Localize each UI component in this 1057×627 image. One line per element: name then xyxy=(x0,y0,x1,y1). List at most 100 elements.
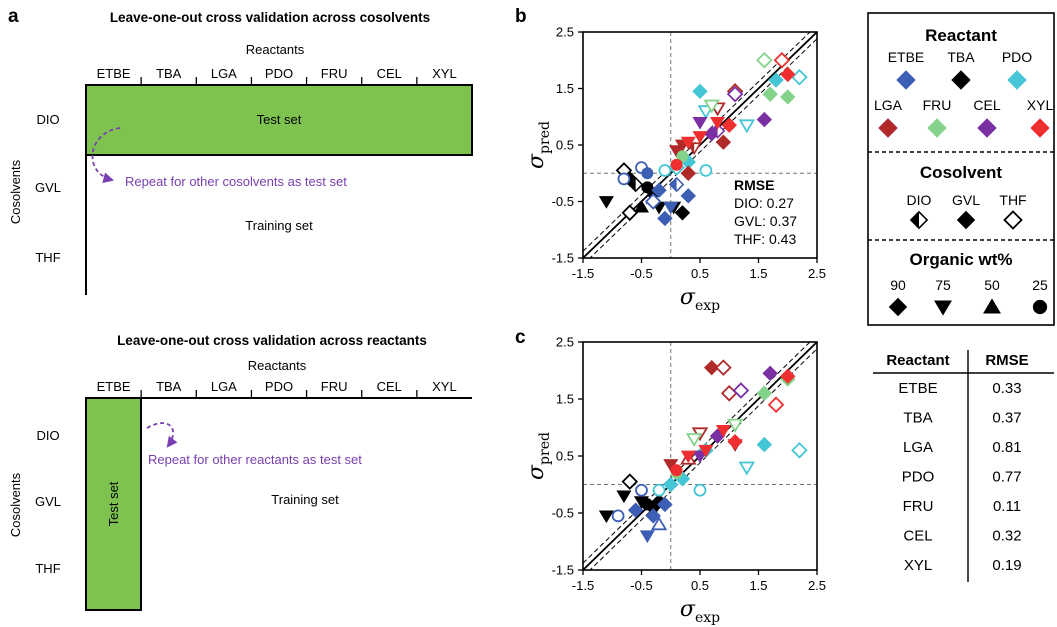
point-etbe-10 xyxy=(639,530,655,544)
reactant-headers-bottom: ETBE TBA LGA PDO FRU CEL XYL xyxy=(86,379,472,399)
point-pdo-24 xyxy=(692,83,708,100)
cosolvent-row-thf-bottom: THF xyxy=(35,561,60,576)
legend-cosolvent-entries: DIO GVL THF xyxy=(907,192,1027,230)
point-etbe-18-half xyxy=(676,179,683,191)
x-tick-label: 2.5 xyxy=(808,266,826,281)
y-axis-label: σpred xyxy=(524,121,553,169)
point-pdo-21 xyxy=(791,442,808,459)
point-xyl-38 xyxy=(670,464,683,477)
point-tba-10 xyxy=(674,205,691,221)
point-etbe-15 xyxy=(657,210,673,227)
training-set-label-bottom: Training set xyxy=(271,492,339,507)
header-bottom-fru: FRU xyxy=(321,379,348,394)
rmse-dio: DIO: 0.27 xyxy=(734,195,794,211)
legend-cosolvent-dio-half xyxy=(919,213,926,227)
point-cel-34 xyxy=(692,450,708,464)
cosolvent-row-gvl: GVL xyxy=(35,180,61,195)
header-bottom-tba: TBA xyxy=(156,379,182,394)
legend-frame xyxy=(867,12,1055,326)
data-points xyxy=(598,359,808,544)
table-cell-reactant: XYL xyxy=(904,557,932,574)
point-xyl-43 xyxy=(767,396,785,413)
cosolvents-axis-label: Cosolvents xyxy=(8,159,23,224)
point-fru-36 xyxy=(676,150,689,163)
legend-label-fru: FRU xyxy=(923,97,952,113)
test-set-label: Test set xyxy=(257,112,302,127)
scatter-plot-b: -1.5 -0.5 0.5 1.5 2.5 2.5 1.5 0.5 -0.5 -1.5 σexp σp… xyxy=(524,25,826,315)
point-tba-6 xyxy=(633,199,650,213)
point-xyl-47 xyxy=(680,136,696,150)
table-cell-rmse: 0.37 xyxy=(992,410,1021,427)
header-bottom-pdo: PDO xyxy=(265,379,293,394)
point-lga-26 xyxy=(715,359,732,376)
legend-swatch-fru xyxy=(927,118,947,138)
point-xyl-48 xyxy=(692,131,708,144)
point-etbe-7 xyxy=(611,509,625,523)
y-tick-label: 0.5 xyxy=(556,138,574,153)
point-tba-3-half xyxy=(635,179,642,191)
legend-label-cel: CEL xyxy=(973,97,1000,113)
legend-label-lga: LGA xyxy=(874,97,903,113)
training-set-label: Training set xyxy=(245,218,313,233)
header-lga: LGA xyxy=(211,66,237,81)
cosolvent-row-thf: THF xyxy=(35,250,60,265)
legend-cosolvent-thf xyxy=(1003,210,1023,230)
point-fru-40 xyxy=(780,89,796,105)
point-etbe-8 xyxy=(635,483,648,497)
point-xyl-46 xyxy=(670,158,683,171)
point-xyl-39 xyxy=(680,450,696,464)
header-etbe: ETBE xyxy=(97,66,131,81)
legend-organic-50: 50 xyxy=(984,277,1000,293)
point-etbe-11 xyxy=(617,172,631,186)
header-cel: CEL xyxy=(377,66,402,81)
point-cel-43-half xyxy=(717,125,724,137)
legend-organic-entries: 90 75 50 25 xyxy=(888,277,1048,317)
point-pdo-14 xyxy=(652,483,666,497)
point-fru-38 xyxy=(756,51,773,69)
legend-label-thf: THF xyxy=(999,192,1026,208)
header-bottom-etbe: ETBE xyxy=(97,379,131,394)
point-cel-45 xyxy=(756,111,773,128)
point-pdo-17 xyxy=(693,483,707,497)
cosolvent-row-dio-bottom: DIO xyxy=(36,428,59,443)
point-tba-6 xyxy=(633,496,650,509)
x-axis-label: σexp xyxy=(680,597,720,626)
y-tick-label: 0.5 xyxy=(556,449,574,464)
repeat-text-bottom: Repeat for other reactants as test set xyxy=(148,452,362,467)
table-cell-rmse: 0.33 xyxy=(992,380,1021,397)
x-axis-label: σexp xyxy=(680,285,720,314)
data-points xyxy=(598,51,808,227)
legend-reactant-title: Reactant xyxy=(925,26,997,45)
point-pdo-15 xyxy=(663,476,679,493)
legend-box: Reactant ETBE TBA PDO LGA FRU CEL XYL Cosolven… xyxy=(867,12,1055,326)
legend-cosolvent-title: Cosolvent xyxy=(920,163,1003,182)
legend-label-dio: DIO xyxy=(907,192,932,208)
rmse-table: Reactant RMSE ETBE 0.33 TBA 0.37 LGA 0.81 PDO 0… xyxy=(873,350,1054,582)
schematic-top: a Leave-one-out cross validation across … xyxy=(8,6,473,295)
point-cel-44 xyxy=(726,85,744,103)
table-cell-reactant: CEL xyxy=(903,528,932,545)
point-pdo-19 xyxy=(738,461,756,476)
y-tick-label: 1.5 xyxy=(556,81,574,96)
rmse-gvl: GVL: 0.37 xyxy=(734,213,797,229)
table-cell-reactant: ETBE xyxy=(898,380,937,397)
point-xyl-40 xyxy=(698,444,714,458)
repeat-arrow xyxy=(91,127,121,183)
legend-label-gvl: GVL xyxy=(952,192,980,208)
point-xyl-52 xyxy=(780,66,796,83)
panel-letter-a: a xyxy=(8,6,19,27)
repeat-text: Repeat for other cosolvents as test set xyxy=(125,174,347,189)
point-pdo-20 xyxy=(756,436,773,453)
header-bottom-xyl: XYL xyxy=(432,379,457,394)
point-pdo-27 xyxy=(768,72,784,88)
point-cel-36 xyxy=(732,382,750,399)
point-tba-9 xyxy=(621,204,639,222)
legend-swatch-lga xyxy=(878,118,898,138)
header-xyl: XYL xyxy=(432,66,457,81)
legend-cosolvent-gvl xyxy=(956,210,976,230)
x-tick-label: -1.5 xyxy=(572,578,594,593)
point-lga-35 xyxy=(680,165,697,181)
schematic-bottom: Leave-one-out cross validation across re… xyxy=(8,333,472,611)
legend-organic-marker-3 xyxy=(1032,299,1048,315)
